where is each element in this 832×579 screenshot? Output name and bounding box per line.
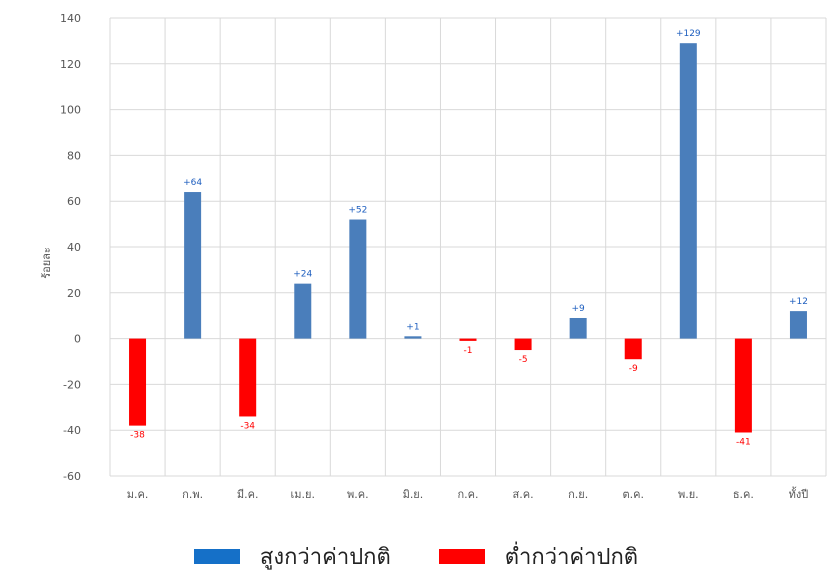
bar-12 bbox=[789, 311, 807, 339]
y-tick-label: -40 bbox=[63, 424, 81, 437]
x-tick-label: ก.ย. bbox=[568, 488, 588, 501]
y-tick-label: -20 bbox=[63, 378, 81, 391]
data-label: -9 bbox=[629, 364, 638, 374]
x-tick-label: ธ.ค. bbox=[733, 488, 754, 501]
legend-label-below-normal: ต่ำกว่าค่าปกติ bbox=[504, 544, 639, 570]
legend-label-above-normal: สูงกว่าค่าปกติ bbox=[259, 544, 391, 570]
bar-5 bbox=[404, 336, 422, 339]
legend-item-below-normal: ต่ำกว่าค่าปกติ bbox=[438, 539, 639, 574]
y-axis-ticks: 140 120 100 80 60 40 20 0 -20 -40 -60 bbox=[60, 12, 81, 483]
y-tick-label: -60 bbox=[63, 470, 81, 483]
data-label: +64 bbox=[183, 178, 202, 188]
data-label: -38 bbox=[130, 431, 145, 441]
bar-9 bbox=[624, 338, 642, 360]
bar-10 bbox=[679, 43, 697, 339]
bars bbox=[129, 43, 807, 433]
x-tick-label: ต.ค. bbox=[622, 488, 644, 501]
y-axis-label: ร้อยละ bbox=[40, 247, 53, 279]
y-tick-label: 100 bbox=[60, 104, 81, 117]
y-tick-label: 140 bbox=[60, 12, 81, 25]
x-tick-label: ทั้งปี bbox=[789, 486, 809, 501]
data-label: +12 bbox=[789, 297, 808, 307]
bar-2 bbox=[239, 338, 257, 417]
y-tick-label: 120 bbox=[60, 58, 81, 71]
bar-11 bbox=[734, 338, 752, 433]
legend-item-above-normal: สูงกว่าค่าปกติ bbox=[193, 539, 391, 574]
x-tick-label: ส.ค. bbox=[513, 488, 534, 501]
x-tick-label: เม.ย. bbox=[291, 488, 315, 501]
data-label: -41 bbox=[736, 437, 751, 447]
y-tick-label: 60 bbox=[67, 195, 81, 208]
data-label: +1 bbox=[406, 322, 419, 332]
bar-chart: -38+64-34+24+52+1-1-5+9-9+129-41+12 1401… bbox=[40, 12, 827, 501]
legend-swatch-blue bbox=[193, 548, 240, 564]
bar-0 bbox=[129, 338, 147, 426]
bar-3 bbox=[294, 283, 312, 339]
data-label: +24 bbox=[293, 270, 312, 280]
x-tick-label: มี.ค. bbox=[237, 488, 259, 501]
x-tick-label: ก.ค. bbox=[457, 488, 478, 501]
y-tick-label: 80 bbox=[67, 149, 81, 162]
grid bbox=[109, 17, 827, 477]
x-tick-label: ม.ค. bbox=[127, 488, 149, 501]
data-label: -34 bbox=[240, 421, 255, 431]
x-tick-label: พ.ย. bbox=[678, 488, 699, 501]
legend-swatch-red bbox=[438, 548, 485, 564]
data-labels: -38 +64 -34 +24 +52 +1 -1 -5 +9 -9 +129 -41 +12 bbox=[130, 29, 808, 447]
x-axis-ticks: ม.ค. ก.พ. มี.ค. เม.ย. พ.ค. มิ.ย. ก.ค. ส.ค. ก.ย. ต… bbox=[127, 486, 809, 501]
y-tick-label: 0 bbox=[74, 333, 81, 346]
data-label: -1 bbox=[464, 346, 473, 356]
data-label: -5 bbox=[519, 355, 528, 365]
x-tick-label: มิ.ย. bbox=[403, 488, 424, 501]
data-label: +129 bbox=[676, 29, 701, 39]
legend: สูงกว่าค่าปกติ ต่ำกว่าค่าปกติ bbox=[0, 536, 832, 576]
bar-4 bbox=[349, 219, 367, 339]
y-tick-label: 40 bbox=[67, 241, 81, 254]
bar-7 bbox=[514, 338, 532, 351]
data-label: +52 bbox=[348, 206, 367, 216]
bar-1 bbox=[184, 192, 202, 339]
data-label: +9 bbox=[572, 304, 586, 314]
bar-6 bbox=[459, 338, 477, 341]
x-tick-label: ก.พ. bbox=[182, 488, 203, 501]
x-tick-label: พ.ค. bbox=[347, 488, 369, 501]
y-tick-label: 20 bbox=[67, 287, 81, 300]
bar-8 bbox=[569, 317, 587, 339]
